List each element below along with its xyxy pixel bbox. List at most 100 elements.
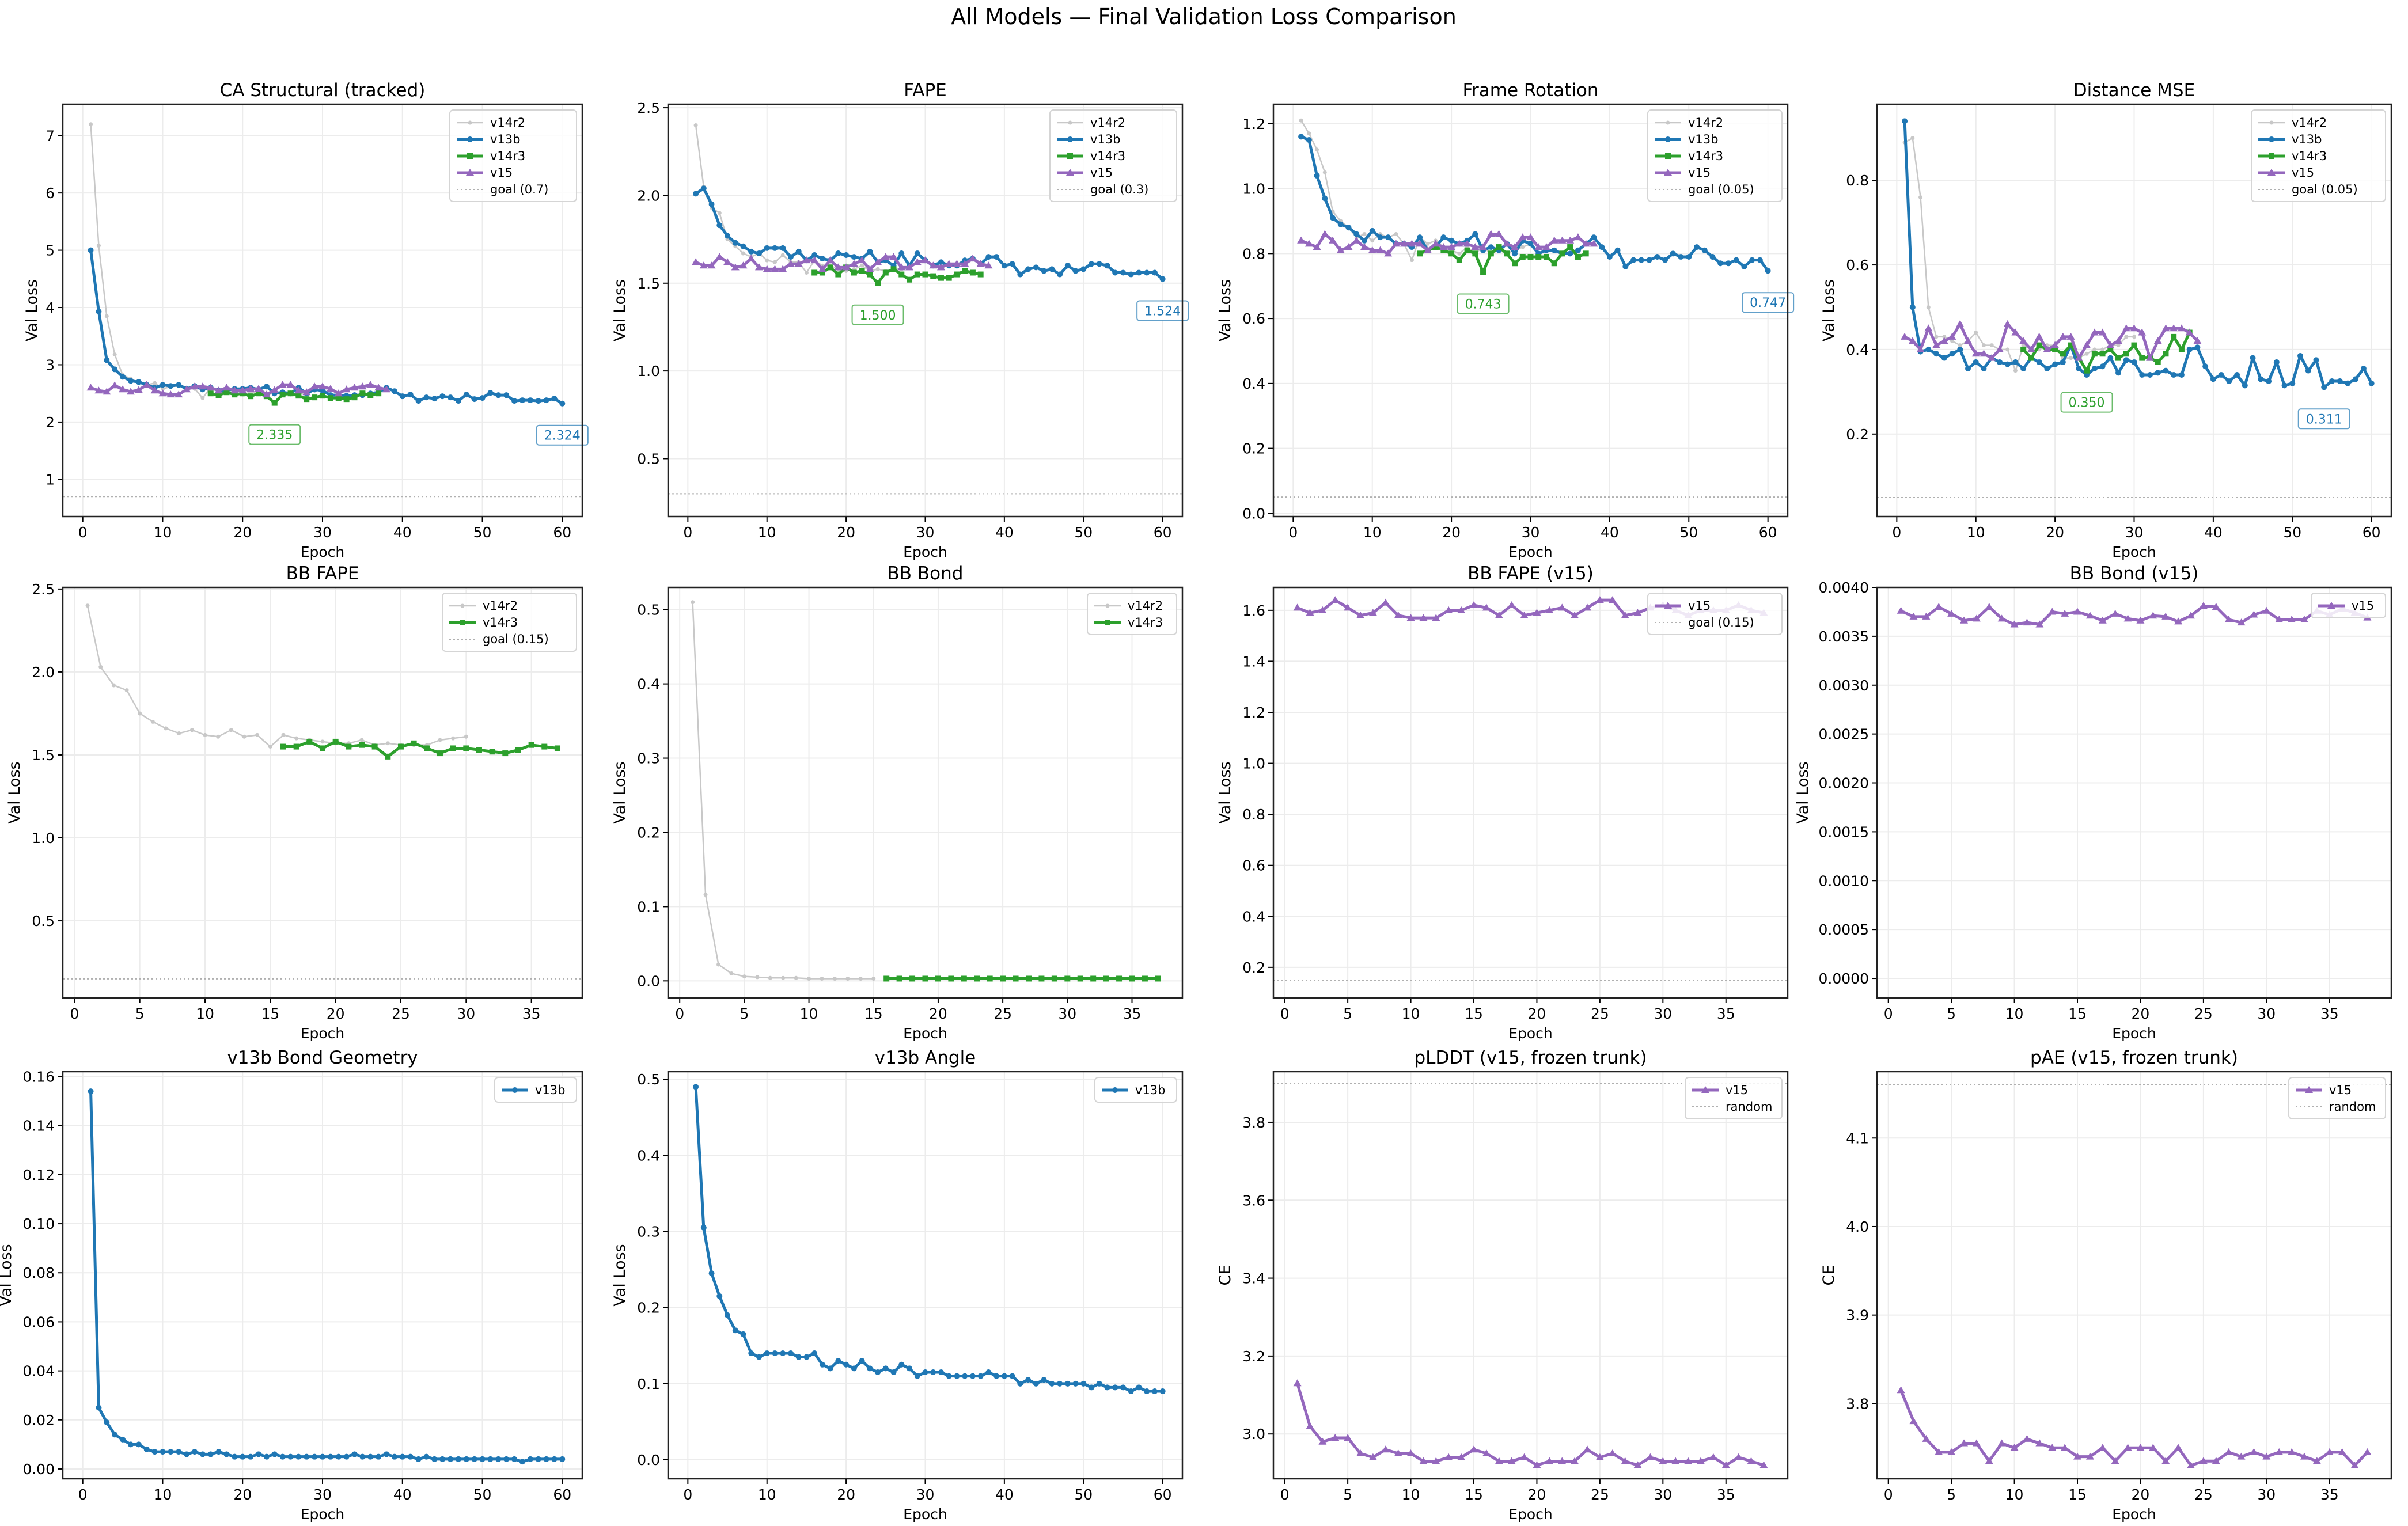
x-tick-label: 20	[2046, 524, 2064, 541]
marker-v14r2	[2084, 351, 2089, 356]
x-tick-label: 60	[2363, 524, 2381, 541]
marker-v14r2	[1520, 245, 1525, 249]
marker-v15	[1368, 1453, 1377, 1460]
axes-frame	[62, 1071, 583, 1480]
marker-v14r3	[332, 738, 339, 745]
x-tick-label: 10	[2005, 1486, 2024, 1503]
marker-v13b	[1009, 261, 1015, 267]
marker-v13b	[335, 1453, 342, 1460]
marker-v15	[2090, 328, 2099, 336]
marker-v14r3	[1051, 975, 1057, 982]
marker-v15	[2224, 1448, 2233, 1455]
marker-v13b	[168, 383, 174, 389]
marker-v15	[1394, 611, 1402, 618]
marker-v13b	[1472, 231, 1478, 237]
marker-v15	[198, 382, 207, 390]
marker-v13b	[708, 1270, 715, 1277]
x-tick-label: 50	[1074, 1486, 1093, 1503]
series-line-v15	[1903, 322, 2199, 360]
marker-v13b	[2171, 371, 2177, 378]
x-tick-label: 15	[1465, 1486, 1483, 1503]
marker-v13b	[543, 397, 549, 404]
x-axis-label: Epoch	[301, 1506, 345, 1523]
marker-v15	[1533, 609, 1541, 616]
marker-v14r2	[693, 123, 698, 128]
marker-v14r3	[450, 745, 456, 751]
legend-label: v14r3	[1688, 149, 1723, 163]
marker-v14r3	[279, 392, 286, 398]
marker-v15	[889, 253, 898, 260]
marker-v15	[1381, 598, 1390, 606]
marker-v13b	[2060, 359, 2066, 365]
marker-v13b	[1361, 237, 1367, 244]
marker-v14r2	[1322, 170, 1327, 174]
marker-v14r2	[1299, 118, 1303, 123]
y-tick-label: 1.5	[637, 275, 660, 292]
annotation-box	[1457, 293, 1510, 314]
marker-v13b	[1678, 253, 1684, 260]
marker-v15	[2111, 609, 2119, 617]
subplot-3: 0 10 20 30 40 50 60 0.0 0.2 0.4 0.6 0.8 1.0 1.2 0.743 0…	[1216, 80, 1795, 560]
marker-v15	[984, 261, 993, 269]
marker-v14r2	[832, 976, 837, 981]
subplot-2: 0 10 20 30 40 50 60 0.5 1.0 1.5 2.0 2.5 1.500 1.524 v1…	[611, 80, 1189, 560]
x-tick-label: 30	[313, 524, 332, 541]
y-tick-label: 0.12	[22, 1167, 55, 1183]
y-tick-label: 1.0	[637, 363, 660, 379]
marker-v13b	[448, 1456, 454, 1462]
marker-v13b	[890, 1369, 897, 1375]
marker-v15	[1352, 236, 1361, 244]
marker-v13b	[479, 1456, 486, 1462]
y-tick-label: 0.6	[1242, 857, 1265, 874]
marker-v15	[1583, 603, 1591, 611]
x-tick-label: 60	[1154, 524, 1172, 541]
marker-v14r2	[765, 258, 769, 263]
marker-v13b	[1033, 1380, 1039, 1387]
marker-v15	[1406, 614, 1415, 621]
marker-v13b	[151, 1449, 158, 1455]
y-tick-label: 0.0040	[1819, 579, 1869, 596]
marker-v15	[2174, 617, 2183, 625]
x-tick-label: 5	[1343, 1486, 1352, 1503]
x-tick-label: 40	[995, 524, 1014, 541]
x-tick-label: 60	[1154, 1486, 1172, 1503]
marker-v14r3	[1155, 975, 1161, 982]
marker-v13b	[88, 1088, 94, 1095]
marker-v15	[238, 386, 247, 394]
x-tick-label: 0	[1280, 1486, 1290, 1503]
marker-v13b	[2052, 361, 2058, 367]
x-tick-label: 15	[2068, 1486, 2087, 1503]
x-tick-label: 0	[1280, 1005, 1290, 1022]
series-v14r3	[883, 975, 1161, 982]
marker-v15	[1901, 332, 1909, 340]
x-tick-label: 30	[2125, 524, 2144, 541]
marker-v13b	[725, 233, 731, 239]
marker-v15	[1432, 614, 1440, 621]
marker-v13b	[407, 392, 414, 398]
marker-v15	[2212, 602, 2220, 610]
marker-v14r2	[716, 962, 721, 967]
marker-v14r3	[1103, 975, 1109, 982]
marker-v15	[111, 381, 119, 389]
marker-v14r3	[1077, 975, 1083, 982]
marker-v13b	[938, 259, 944, 265]
series-line-v14r3	[2022, 332, 2191, 373]
marker-v13b	[543, 1456, 549, 1462]
y-tick-label: 1	[45, 471, 55, 488]
marker-v15	[2262, 1452, 2271, 1460]
marker-v13b	[2281, 382, 2288, 389]
legend-label: goal (0.7)	[490, 183, 548, 196]
marker-v14r2	[2100, 347, 2105, 352]
marker-v15	[810, 256, 819, 264]
marker-v14r2	[2021, 343, 2026, 348]
marker-v14r3	[223, 389, 230, 396]
marker-v13b	[120, 1436, 126, 1443]
x-tick-label: 10	[1402, 1005, 1420, 1022]
marker-v15	[334, 389, 343, 397]
marker-v15	[214, 386, 223, 394]
marker-v15	[1520, 611, 1529, 618]
marker-v15	[1444, 1453, 1453, 1460]
marker-v15	[2051, 341, 2060, 348]
marker-v15	[1495, 611, 1503, 618]
y-tick-label: 3	[45, 356, 55, 373]
